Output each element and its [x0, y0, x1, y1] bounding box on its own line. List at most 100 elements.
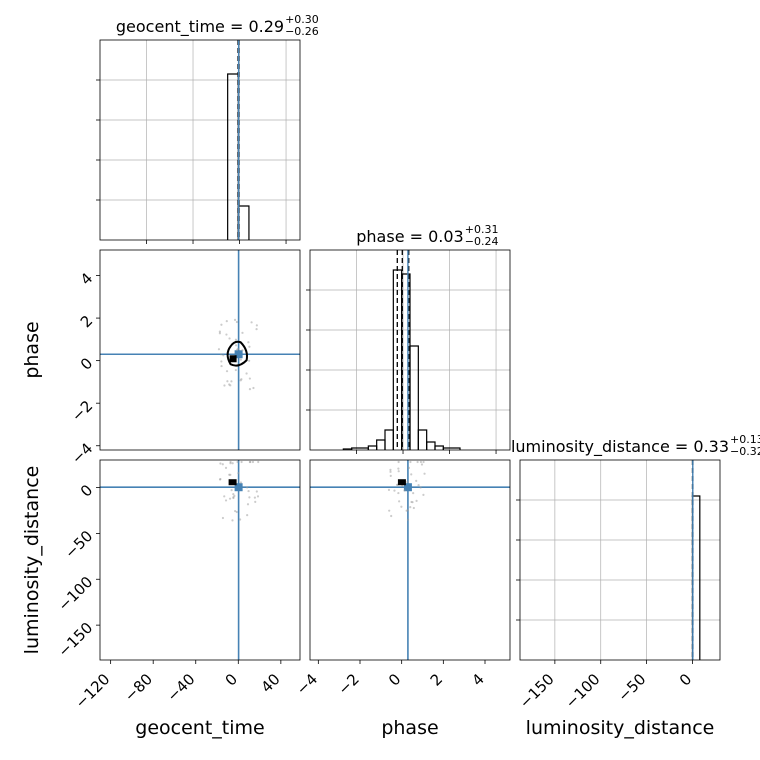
geocent-time-luminosity-distance-sample-point-18	[240, 460, 243, 464]
geocent-time-luminosity-distance-sample-point-1	[223, 495, 226, 498]
geocent-time-luminosity-distance-sample-point-26	[239, 481, 243, 484]
geocent-time-phase-sample-point-17	[220, 353, 223, 356]
luminosity-distance-1d-frame	[519, 459, 721, 661]
geocent-time-phase-sample-point-12	[233, 318, 237, 321]
phase-luminosity-distance-sample-point-23	[400, 505, 403, 508]
panel-luminosity-distance-1d: luminosity_distance = 0.33+0.13−0.32 −150…	[511, 433, 760, 712]
geocent-time-1d-title-plus: +0.30	[285, 13, 319, 26]
xlabel-geocent-time: geocent_time	[135, 717, 264, 739]
phase-1d-title-minus: −0.24	[465, 235, 499, 248]
geocent-time-phase-sample-point-35	[220, 364, 223, 368]
phase-luminosity-distance-xtick-label-4: 4	[468, 670, 487, 689]
geocent-time-luminosity-distance-sample-point-16	[232, 493, 235, 496]
geocent-time-luminosity-distance-sample-point-8	[255, 490, 258, 493]
geocent-time-luminosity-distance-sample-point-9	[231, 462, 234, 465]
phase-luminosity-distance-sample-point-7	[422, 460, 425, 464]
geocent-time-phase-sample-point-25	[235, 348, 239, 351]
geocent-time-phase-sample-point-5	[252, 386, 255, 390]
phase-luminosity-distance-sample-point-8	[415, 499, 418, 502]
phase-luminosity-distance-xtick-label-0: −4	[293, 670, 321, 698]
geocent-time-luminosity-distance-ytick-label-2: −100	[55, 573, 97, 615]
geocent-time-phase-sample-point-22	[255, 328, 258, 331]
phase-luminosity-distance-sample-point-35	[389, 470, 392, 473]
phase-luminosity-distance-peak-marker	[397, 479, 406, 486]
phase-luminosity-distance-sample-point-18	[410, 473, 413, 476]
geocent-time-phase-sample-point-32	[241, 349, 244, 352]
phase-1d-bin-4	[384, 429, 394, 450]
geocent-time-luminosity-distance-ytick-label-0: 0	[77, 481, 96, 500]
phase-1d-bin-10	[434, 445, 444, 450]
luminosity-distance-1d-title-equals: =	[670, 437, 694, 456]
geocent-time-luminosity-distance-truth-marker	[234, 483, 243, 492]
phase-luminosity-distance-sample-point-21	[422, 493, 425, 496]
geocent-time-phase-sample-point-36	[248, 345, 251, 348]
geocent-time-phase-sample-point-7	[241, 331, 244, 334]
geocent-time-phase-sample-point-9	[250, 321, 253, 324]
geocent-time-phase-sample-point-3	[255, 324, 258, 327]
phase-luminosity-distance-xtick-label-1: −2	[334, 670, 362, 698]
phase-1d-bin-9	[426, 441, 436, 450]
xlabel-luminosity-distance: luminosity_distance	[526, 717, 715, 739]
geocent-time-luminosity-distance-sample-point-4	[254, 500, 257, 503]
geocent-time-luminosity-distance-sample-point-3	[245, 486, 249, 489]
phase-luminosity-distance-sample-point-38	[406, 518, 410, 521]
geocent-time-luminosity-distance-sample-point-32	[253, 496, 257, 499]
geocent-time-phase-ytick-label-2: 0	[77, 354, 96, 373]
geocent-time-phase-peak-marker	[229, 355, 237, 363]
geocent-time-phase-ytick-label-3: −2	[68, 397, 96, 425]
geocent-time-phase-sample-point-0	[217, 348, 221, 351]
geocent-time-luminosity-distance-sample-point-34	[228, 473, 231, 476]
geocent-time-phase-sample-point-14	[225, 333, 228, 336]
luminosity-distance-1d-title-minus: −0.32	[730, 445, 760, 458]
geocent-time-phase-truth-marker	[234, 350, 243, 359]
phase-1d-bin-11	[442, 447, 461, 450]
phase-luminosity-distance-sample-point-33	[396, 483, 399, 487]
geocent-time-luminosity-distance-sample-point-30	[229, 462, 232, 465]
geocent-time-phase-sample-point-15	[225, 370, 229, 373]
geocent-time-luminosity-distance-xtick-label-2: −40	[163, 670, 198, 705]
geocent-time-luminosity-distance-frame	[99, 459, 301, 661]
geocent-time-phase-sample-point-27	[225, 320, 228, 323]
phase-luminosity-distance-sample-point-22	[390, 514, 393, 518]
xlabel-phase: phase	[381, 717, 438, 739]
geocent-time-luminosity-distance-sample-point-15	[228, 497, 232, 500]
geocent-time-luminosity-distance-sample-point-10	[221, 463, 224, 466]
phase-luminosity-distance-sample-point-20	[416, 460, 419, 464]
geocent-time-phase-sample-point-11	[248, 359, 251, 362]
geocent-time-luminosity-distance-sample-point-39	[230, 489, 233, 492]
phase-1d-frame	[309, 249, 511, 451]
phase-luminosity-distance-sample-point-36	[397, 470, 400, 473]
geocent-time-luminosity-distance-xtick-label-3: 0	[222, 670, 241, 689]
phase-luminosity-distance-sample-point-17	[423, 472, 426, 475]
luminosity-distance-1d-xtick-label-2: −50	[614, 670, 649, 705]
phase-luminosity-distance-sample-point-5	[412, 491, 415, 495]
geocent-time-phase-sample-point-18	[239, 358, 242, 361]
panel-phase-luminosity-distance: −4 −2 0 2 4	[293, 459, 511, 698]
geocent-time-phase-contour	[226, 340, 248, 367]
phase-1d-bin-2	[367, 445, 378, 450]
phase-luminosity-distance-sample-point-1	[406, 480, 409, 484]
geocent-time-luminosity-distance-sample-point-33	[239, 518, 242, 521]
phase-luminosity-distance-sample-point-10	[403, 489, 406, 492]
phase-luminosity-distance-xtick-label-3: 2	[427, 670, 446, 689]
phase-luminosity-distance-sample-point-37	[415, 479, 418, 482]
geocent-time-phase-sample-point-2	[247, 341, 250, 344]
phase-luminosity-distance-sample-point-28	[387, 488, 391, 491]
geocent-time-1d-bin-0	[227, 73, 239, 240]
phase-luminosity-distance-sample-point-12	[398, 500, 401, 503]
phase-luminosity-distance-sample-point-34	[397, 460, 400, 464]
geocent-time-phase-sample-point-34	[228, 383, 231, 386]
phase-luminosity-distance-sample-point-16	[417, 483, 420, 487]
panel-geocent-time-phase: 4 2 0 −2 −4	[68, 249, 301, 468]
phase-luminosity-distance-sample-point-2	[412, 506, 415, 510]
geocent-time-luminosity-distance-sample-point-37	[237, 472, 240, 475]
phase-1d-title-param: phase	[356, 227, 404, 246]
geocent-time-phase-sample-point-1	[235, 320, 239, 324]
geocent-time-phase-ytick-label-0: 4	[77, 269, 96, 288]
luminosity-distance-1d-title-plus: +0.13	[730, 433, 760, 446]
panel-geocent-time-1d: geocent_time = 0.29 +0.30−0.26	[96, 13, 319, 244]
geocent-time-luminosity-distance-xtick-label-1: −80	[121, 670, 156, 705]
geocent-time-phase-ytick-label-1: 2	[77, 312, 96, 331]
geocent-time-phase-sample-point-20	[245, 372, 248, 375]
luminosity-distance-1d-title-param: luminosity_distance	[511, 437, 670, 457]
